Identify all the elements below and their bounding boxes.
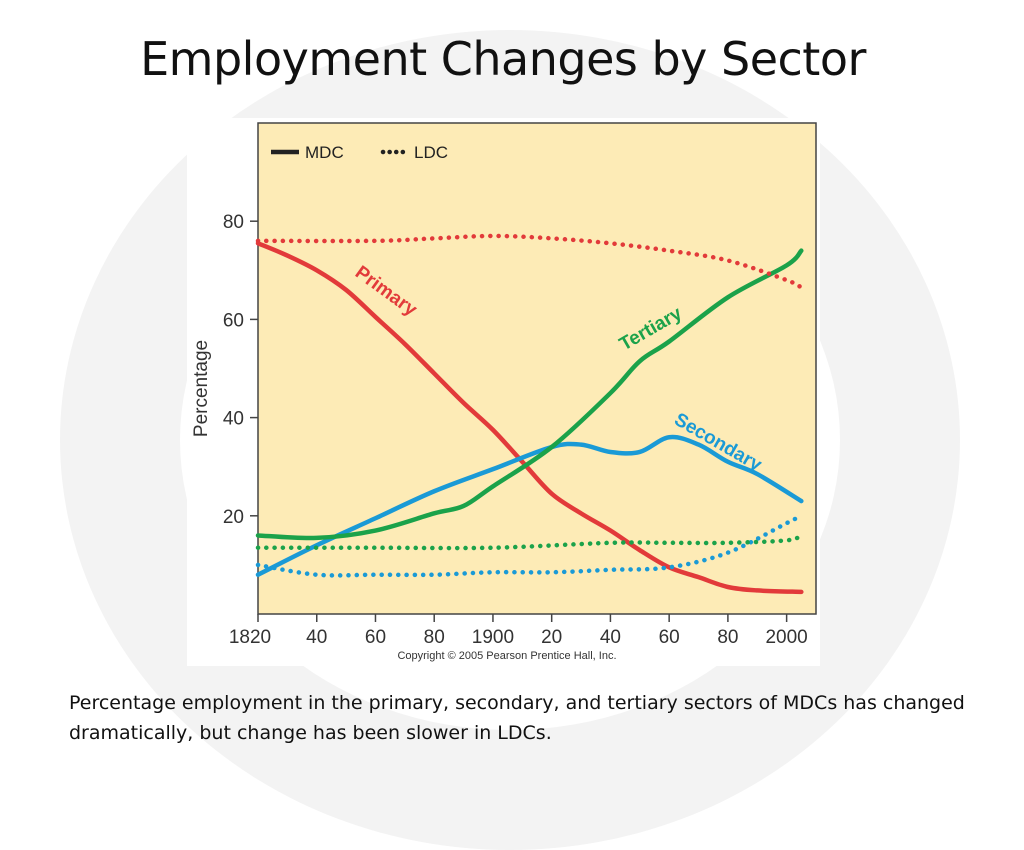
x-tick-label: 20 (541, 627, 562, 648)
y-tick-label: 60 (223, 310, 244, 331)
y-axis-label: Percentage (191, 340, 212, 437)
x-tick-label: 1900 (472, 627, 514, 648)
series-mdc-tertiary (255, 248, 804, 541)
series-mdc-primary (255, 241, 804, 595)
legend: MDC LDC (271, 143, 448, 162)
x-tick-label: 60 (659, 627, 680, 648)
y-tick-label: 40 (223, 409, 244, 430)
x-axis: 1820 40 60 80 1900 20 40 60 80 2000 (229, 614, 808, 648)
x-tick-label: 2000 (765, 627, 807, 648)
legend-ldc-label: LDC (414, 143, 448, 162)
series-ldc-primary (255, 233, 804, 290)
x-tick-label: 40 (306, 627, 327, 648)
legend-mdc-label: MDC (305, 143, 344, 162)
series-ldc-secondary (255, 513, 804, 578)
chart-figure: 20 40 60 80 1820 40 60 80 1900 20 40 60 80 2000 Perc… (187, 118, 820, 666)
x-tick-label: 1820 (229, 627, 271, 648)
x-tick-label: 80 (424, 627, 445, 648)
y-tick-label: 20 (223, 507, 244, 528)
x-tick-label: 80 (717, 627, 738, 648)
series-mdc-secondary (255, 434, 804, 577)
plot-background (257, 122, 817, 615)
series-ldc-tertiary (255, 533, 804, 551)
copyright-note: Copyright © 2005 Pearson Prentice Hall, … (397, 650, 616, 662)
slide-caption: Percentage employment in the primary, se… (69, 692, 965, 744)
line-chart: 20 40 60 80 1820 40 60 80 1900 20 40 60 80 2000 Perc… (191, 122, 817, 662)
y-axis: 20 40 60 80 (223, 212, 258, 528)
x-tick-label: 60 (365, 627, 386, 648)
x-tick-label: 40 (600, 627, 621, 648)
slide-title: Employment Changes by Sector (140, 32, 866, 86)
y-tick-label: 80 (223, 212, 244, 233)
series-layer (255, 233, 804, 595)
